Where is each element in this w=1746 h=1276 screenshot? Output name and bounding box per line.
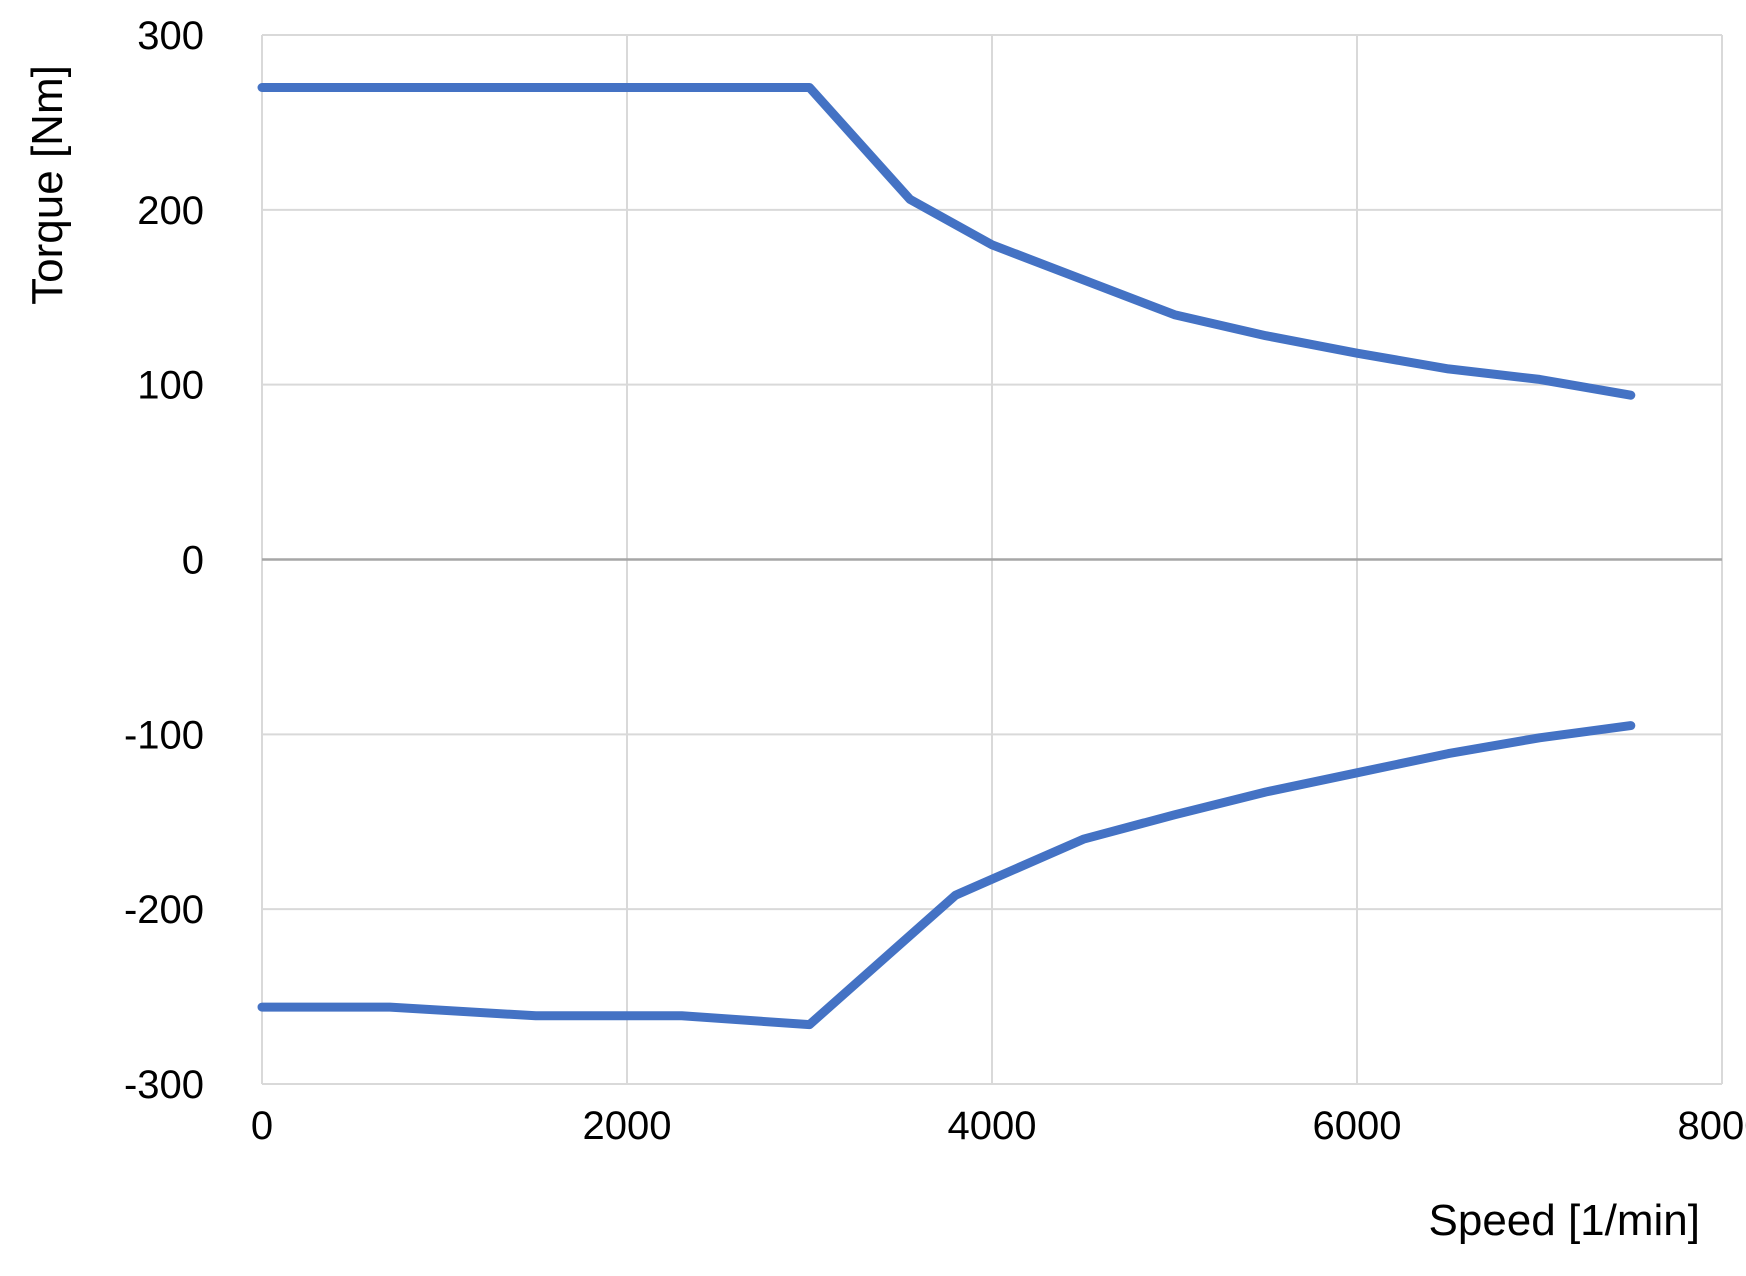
x-tick-label: 2000 <box>583 1104 672 1148</box>
series-line-2 <box>257 721 1636 1030</box>
y-tick-label: 300 <box>137 14 204 58</box>
x-axis-title: Speed [1/min] <box>1429 1196 1701 1245</box>
y-tick-label: -100 <box>124 713 204 757</box>
y-tick-label: 200 <box>137 189 204 233</box>
x-tick-label: 4000 <box>948 1104 1037 1148</box>
x-tick-label: 8000 <box>1678 1104 1746 1148</box>
y-tick-label: -300 <box>124 1063 204 1107</box>
series-lines <box>257 83 1636 1030</box>
x-tick-label: 6000 <box>1313 1104 1402 1148</box>
y-tick-label: -200 <box>124 888 204 932</box>
series-line-1 <box>257 83 1636 400</box>
tick-labels: 300 200 100 0 -100 -200 -300 0 2000 4000 6000 8000 <box>124 14 1746 1148</box>
y-tick-label: 0 <box>182 539 204 583</box>
y-axis-title: Torque [Nm] <box>23 65 72 305</box>
y-tick-label: 100 <box>137 364 204 408</box>
x-tick-label: 0 <box>251 1104 273 1148</box>
